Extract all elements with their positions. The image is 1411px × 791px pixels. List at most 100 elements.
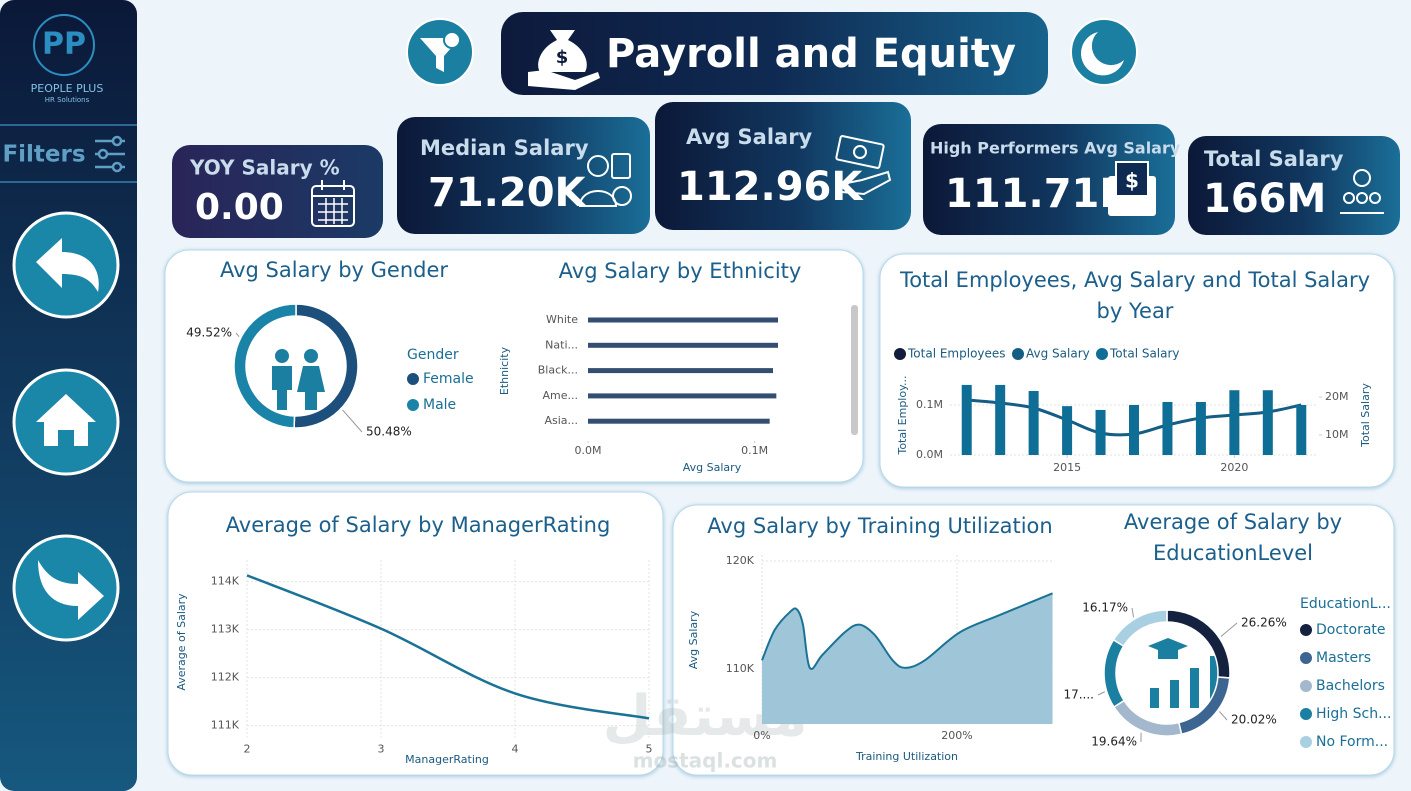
x-tick-label: 200% — [941, 729, 972, 742]
money-bag-icon: $ — [528, 30, 600, 90]
legend-label: Total Employees — [907, 347, 1006, 361]
chart-title: Average of Salary by ManagerRating — [225, 513, 611, 537]
y-tick-label: Black... — [538, 364, 578, 377]
y2-axis-title: Total Salary — [1359, 383, 1372, 448]
legend-label: Male — [423, 397, 456, 413]
chart-title: Avg Salary by Gender — [219, 258, 449, 282]
x-tick-label: 2 — [244, 743, 251, 756]
y-axis-title: Average of Salary — [175, 593, 188, 691]
leader-line — [1097, 691, 1105, 696]
panel — [167, 491, 664, 776]
y-tick-label: Nati... — [545, 338, 578, 351]
y-tick-label: Asia... — [544, 414, 578, 427]
filters-icon[interactable] — [95, 135, 125, 173]
data-label: 17.... — [1063, 688, 1094, 702]
x-tick-label: 2015 — [1053, 461, 1081, 474]
leader-line — [1131, 607, 1135, 618]
panel — [164, 249, 864, 483]
kpi-value: 166M — [1203, 176, 1326, 222]
chart-title: Avg Salary by Training Utilization — [707, 514, 1053, 538]
bar — [1162, 401, 1173, 455]
bar — [1229, 390, 1240, 455]
x-tick-label: 4 — [512, 743, 519, 756]
logo-mark: PP — [42, 27, 86, 62]
svg-text:$: $ — [556, 47, 569, 68]
bar — [961, 384, 972, 455]
data-label: 16.17% — [1082, 601, 1128, 615]
data-label: 50.48% — [366, 425, 412, 439]
gender-icon — [272, 349, 325, 410]
legend-marker — [407, 373, 419, 385]
y-tick-label: 112K — [211, 671, 240, 684]
chart-title: Total Employees, Avg Salary and Total Sa… — [899, 268, 1371, 323]
bar — [1028, 390, 1039, 455]
legend-label: Doctorate — [1316, 622, 1386, 638]
data-label: 20.02% — [1231, 713, 1277, 727]
legend-marker — [1300, 680, 1312, 692]
y-axis-title: Ethnicity — [498, 346, 511, 395]
bar — [588, 342, 778, 348]
line — [246, 574, 650, 720]
kpi-value: 112.96K — [677, 164, 864, 210]
kpi-label: Avg Salary — [686, 125, 813, 149]
legend-label: High Sch... — [1316, 706, 1391, 722]
x-axis-title: Training Utilization — [855, 750, 958, 763]
x-tick-label: 5 — [646, 743, 653, 756]
kpi-card: YOY Salary % 0.00 — [172, 145, 383, 238]
bar — [1129, 405, 1139, 455]
y-tick-label: 120K — [726, 554, 755, 567]
x-tick-label: 3 — [378, 743, 385, 756]
logo — [33, 14, 95, 76]
y-tick-label: White — [546, 313, 578, 326]
brand-tagline: HR Solutions — [45, 96, 90, 104]
x-axis-title: Avg Salary — [683, 461, 742, 474]
legend-title: EducationL... — [1300, 596, 1391, 612]
kpi-card: Avg Salary 112.96K — [655, 102, 911, 230]
forward-button[interactable] — [12, 534, 120, 642]
y-tick-label: 0.0M — [916, 448, 943, 461]
scrollbar[interactable] — [851, 305, 858, 435]
theme-toggle[interactable] — [1070, 18, 1138, 86]
home-button[interactable] — [12, 368, 120, 476]
kpi-card: Total Salary 166M — [1188, 136, 1400, 235]
y-tick-label: Ame... — [543, 389, 579, 402]
legend-marker — [1300, 652, 1312, 664]
kpi-value: 71.20K — [428, 170, 588, 216]
x-tick-label: 0.0M — [575, 444, 602, 457]
filters-label[interactable]: Filters — [2, 142, 85, 168]
y-tick-label: 111K — [211, 719, 240, 732]
area — [762, 593, 1053, 724]
x-tick-label: 0% — [753, 729, 770, 742]
legend-marker — [1300, 736, 1312, 748]
leader-line — [1220, 622, 1238, 637]
bar — [1062, 406, 1073, 455]
legend-marker — [1300, 708, 1312, 720]
y-tick-label: 0.1M — [916, 398, 943, 411]
clear-filter-button[interactable] — [406, 18, 474, 86]
x-axis-title: ManagerRating — [405, 753, 489, 766]
kpi-label: High Performers Avg Salary — [930, 139, 1181, 158]
data-label: 26.26% — [1241, 616, 1287, 630]
kpi-label: YOY Salary % — [189, 156, 340, 180]
kpi-card: Median Salary 71.20K — [397, 117, 650, 234]
bar — [588, 393, 777, 399]
legend-label: Female — [423, 371, 474, 387]
bar — [995, 384, 1006, 455]
y-tick-label: 110K — [726, 662, 755, 675]
x-tick-label: 0.1M — [741, 444, 768, 457]
legend-label: Bachelors — [1316, 678, 1385, 694]
legend-title: Gender — [407, 347, 459, 363]
kpi-value: 0.00 — [195, 187, 284, 228]
bar — [1095, 409, 1106, 455]
y-tick-label: 113K — [211, 623, 240, 636]
data-label: 19.64% — [1091, 735, 1137, 749]
education-icon — [1148, 638, 1219, 708]
back-button[interactable] — [12, 211, 120, 319]
page-title: Payroll and Equity — [606, 31, 1016, 77]
leader-line — [235, 332, 240, 337]
kpi-label: Total Salary — [1204, 147, 1344, 171]
leader-line — [1219, 711, 1228, 721]
bar — [588, 368, 773, 374]
